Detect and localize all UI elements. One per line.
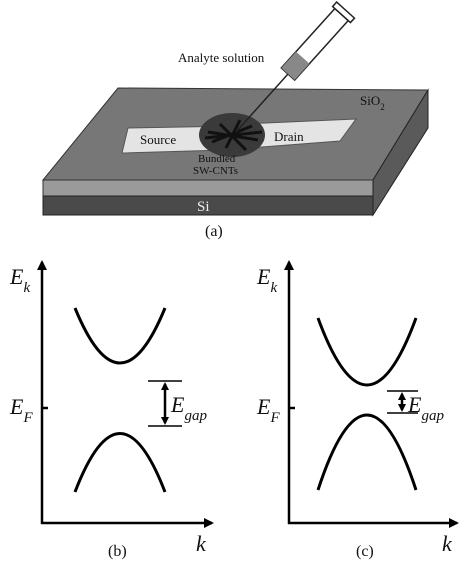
label-sub: gap — [184, 408, 207, 424]
drain-label: Drain — [274, 129, 304, 144]
label-base: E — [256, 264, 271, 289]
conduction-band — [75, 308, 165, 363]
panel-c: Ek EF Egap k (c) — [256, 262, 457, 560]
valence-band — [318, 415, 416, 490]
oxide-front — [43, 180, 373, 196]
label-sub: gap — [421, 408, 444, 424]
cnt-label-1: Bundled — [198, 153, 236, 165]
conduction-band — [318, 318, 416, 385]
panel-a: Analyte solution SiO2 Source Drain Bundl… — [43, 2, 428, 240]
label-base: E — [170, 392, 185, 417]
oxide-base: SiO — [360, 93, 380, 108]
caption-a: (a) — [205, 223, 223, 240]
label-sub: k — [270, 280, 277, 296]
caption-b: (b) — [108, 543, 127, 560]
figure: Analyte solution SiO2 Source Drain Bundl… — [0, 0, 459, 564]
x-axis-label: k — [196, 531, 207, 556]
label-base: E — [9, 394, 24, 419]
fermi-label: EF — [256, 394, 280, 426]
si-label: Si — [197, 199, 210, 215]
fermi-label: EF — [9, 394, 33, 426]
cnt-label-2: SW-CNTs — [193, 165, 238, 177]
label-sub: F — [22, 410, 33, 426]
y-axis-label: Ek — [256, 264, 277, 296]
label-base: E — [256, 394, 271, 419]
valence-band — [75, 434, 165, 493]
label-base: E — [407, 392, 422, 417]
label-base: E — [9, 264, 24, 289]
syringe — [279, 2, 354, 82]
x-axis-label: k — [442, 531, 453, 556]
gap-label: Egap — [407, 392, 444, 424]
label-sub: F — [269, 410, 280, 426]
panel-b: Ek EF Egap k (b) — [9, 262, 212, 560]
analyte-label: Analyte solution — [178, 50, 265, 65]
caption-c: (c) — [356, 543, 374, 560]
label-sub: k — [23, 280, 30, 296]
gap-label: Egap — [170, 392, 207, 424]
y-axis-label: Ek — [9, 264, 30, 296]
oxide-sub: 2 — [380, 102, 385, 112]
source-label: Source — [140, 132, 176, 147]
